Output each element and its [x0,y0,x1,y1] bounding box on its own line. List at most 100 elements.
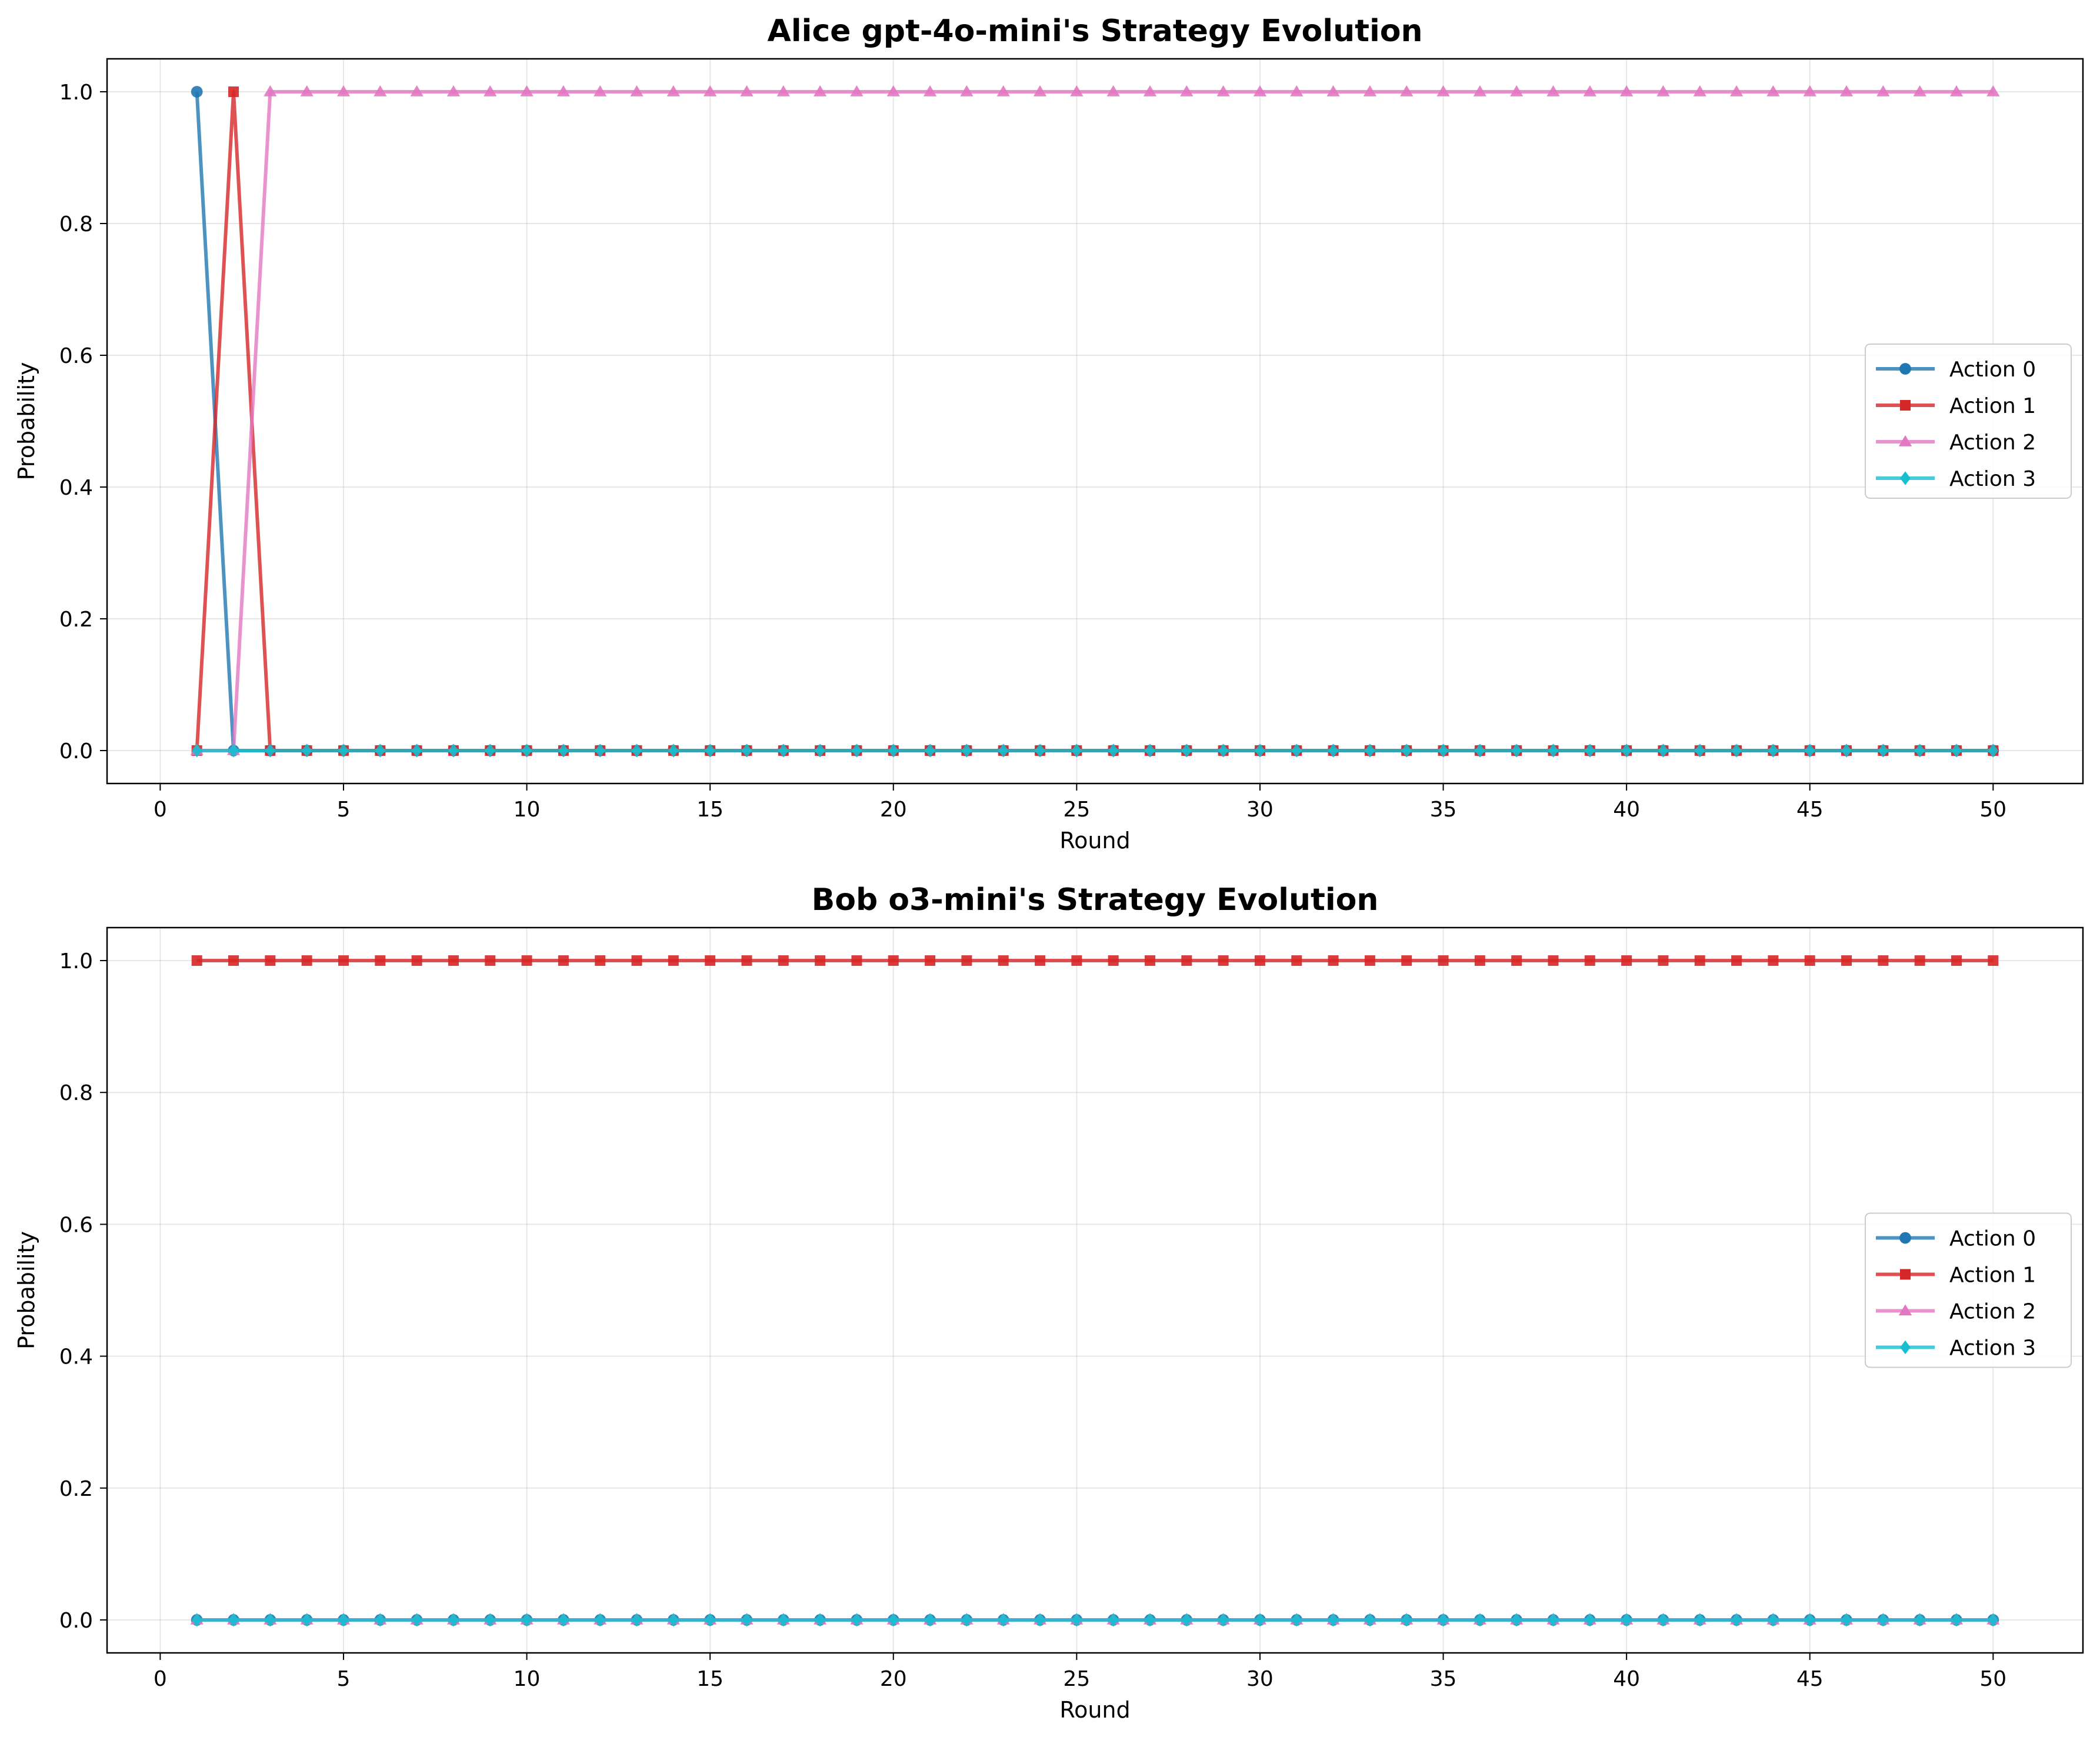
data-point-1-7 [411,955,422,966]
data-point-2-31 [1290,85,1304,96]
data-point-1-13 [631,955,642,966]
data-point-2-3 [264,85,277,96]
data-point-3-15 [705,1613,715,1627]
data-point-3-4 [301,744,312,758]
x-tick-label-1: 5 [337,1667,351,1691]
series-1 [191,955,1999,966]
data-point-3-18 [815,744,825,758]
data-point-3-50 [1988,1613,1999,1627]
data-point-3-21 [925,1613,935,1627]
data-point-3-23 [998,1613,1009,1627]
data-point-3-22 [961,1613,972,1627]
data-point-3-44 [1768,1613,1779,1627]
data-point-3-19 [851,1613,862,1627]
data-point-3-39 [1585,1613,1595,1627]
data-point-2-43 [1729,85,1744,96]
x-axis-label: Round [1059,828,1130,854]
chart-panel-1: 0 5 10 15 20 25 30 35 40 45 50 0.0 0.2 0.4 0.6 0.8 1.0 Ro… [14,14,2084,854]
data-point-2-44 [1766,85,1780,96]
data-point-3-46 [1841,1613,1852,1627]
data-point-2-49 [1949,85,1964,96]
data-point-2-25 [1070,85,1084,96]
x-tick-label-9: 45 [1796,1667,1824,1691]
data-point-2-30 [1253,85,1267,96]
legend-marker-0 [1899,363,1911,375]
x-tick-label-6: 30 [1246,1667,1274,1691]
data-point-2-5 [336,85,351,96]
data-point-1-4 [301,955,312,966]
data-point-1-36 [1474,955,1485,966]
data-point-3-6 [375,1613,386,1627]
data-point-3-6 [375,744,386,758]
data-point-3-37 [1511,1613,1522,1627]
series-2 [190,85,2000,755]
data-point-1-17 [778,955,789,966]
data-point-3-5 [338,1613,349,1627]
data-point-3-11 [558,744,569,758]
ticks: 0 5 10 15 20 25 30 35 40 45 50 0.0 0.2 0.4 0.6 0.8 1.0 [59,949,2006,1691]
data-point-3-8 [448,744,459,758]
data-point-2-39 [1583,85,1596,96]
data-point-2-10 [520,85,534,96]
legend-marker-2 [1898,1304,1912,1316]
data-point-3-4 [301,1613,312,1627]
data-point-3-40 [1621,1613,1632,1627]
data-point-2-17 [776,85,790,96]
data-point-2-46 [1839,85,1854,96]
y-tick-label-1: 0.2 [59,1477,93,1501]
data-point-3-49 [1951,744,1962,758]
data-point-3-9 [485,744,496,758]
data-point-2-27 [1143,85,1157,96]
data-point-1-27 [1144,955,1155,966]
data-point-1-33 [1364,955,1375,966]
data-point-3-13 [631,1613,642,1627]
x-tick-label-5: 25 [1063,1667,1090,1691]
data-point-1-29 [1218,955,1229,966]
data-point-1-18 [815,955,826,966]
data-point-1-11 [558,955,569,966]
ticks: 0 5 10 15 20 25 30 35 40 45 50 0.0 0.2 0.4 0.6 0.8 1.0 [59,81,2006,822]
data-point-3-25 [1071,744,1082,758]
data-point-3-38 [1548,1613,1559,1627]
legend: Action 0 Action 1 Action 2 Action 3 [1865,344,2072,499]
data-point-1-38 [1548,955,1559,966]
data-point-1-21 [925,955,936,966]
legend-marker-3 [1900,1340,1911,1355]
data-point-1-39 [1584,955,1595,966]
data-point-2-28 [1180,85,1194,96]
data-point-1-45 [1804,955,1815,966]
data-point-3-42 [1694,1613,1705,1627]
x-tick-label-8: 40 [1613,798,1640,822]
data-point-2-20 [886,85,900,96]
data-point-2-34 [1400,85,1414,96]
y-tick-label-2: 0.4 [59,476,93,500]
data-point-1-46 [1841,955,1852,966]
data-point-1-12 [595,955,606,966]
series-group [190,955,2000,1627]
legend-item-1: Action 1 [1876,394,2036,418]
data-point-1-35 [1438,955,1449,966]
data-point-3-7 [411,1613,422,1627]
data-point-3-14 [668,744,679,758]
data-point-1-24 [1035,955,1046,966]
data-point-3-34 [1401,1613,1412,1627]
x-tick-label-9: 45 [1796,798,1824,822]
legend-marker-1 [1900,400,1911,411]
legend-item-2: Action 2 [1876,1300,2036,1324]
data-point-2-29 [1216,85,1230,96]
data-point-1-30 [1254,955,1265,966]
data-point-2-15 [703,85,717,96]
y-tick-label-4: 0.8 [59,1081,93,1105]
data-point-3-29 [1218,1613,1229,1627]
data-point-1-15 [705,955,716,966]
data-point-2-8 [446,85,461,96]
data-point-2-38 [1546,85,1560,96]
data-point-3-25 [1071,1613,1082,1627]
data-point-2-32 [1326,85,1340,96]
data-point-3-43 [1731,1613,1742,1627]
data-point-2-19 [850,85,864,96]
data-point-3-1 [191,1613,202,1627]
data-point-2-37 [1510,85,1524,96]
legend-marker-2 [1898,435,1912,446]
